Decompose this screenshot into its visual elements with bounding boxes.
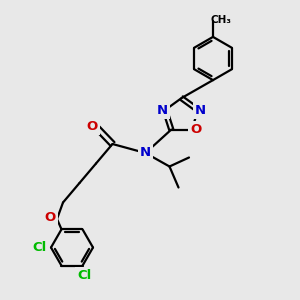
- Text: N: N: [157, 103, 168, 117]
- Text: O: O: [190, 123, 202, 136]
- Text: Cl: Cl: [32, 241, 47, 254]
- Text: N: N: [140, 146, 151, 160]
- Text: CH₃: CH₃: [211, 15, 232, 25]
- Text: N: N: [195, 103, 206, 117]
- Text: Cl: Cl: [77, 269, 91, 282]
- Text: O: O: [45, 211, 56, 224]
- Text: O: O: [86, 119, 98, 133]
